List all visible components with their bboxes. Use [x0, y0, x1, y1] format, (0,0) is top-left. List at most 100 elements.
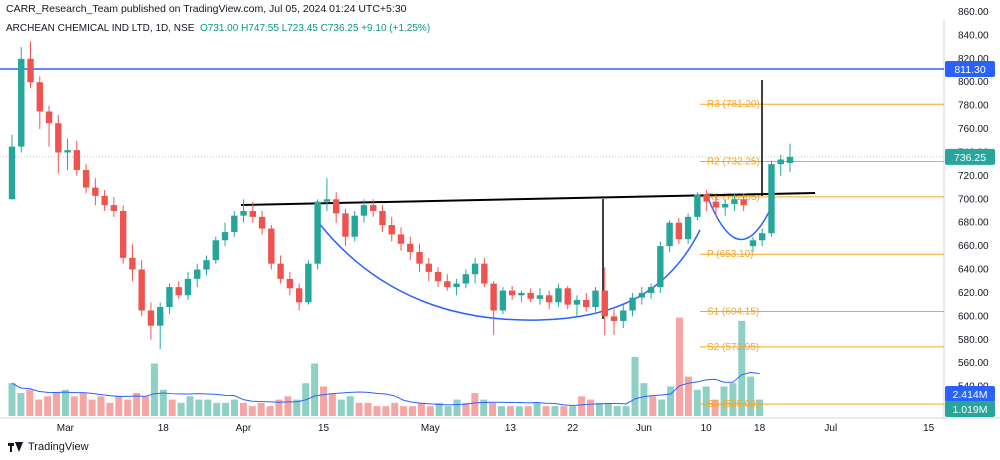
candle-body [647, 287, 655, 293]
candle-body [712, 201, 720, 208]
volume-bar [747, 376, 755, 416]
candle-body [703, 194, 710, 202]
volume-bar [115, 396, 123, 416]
price-tick-label: 760.00 [958, 124, 989, 135]
volume-bar [364, 402, 372, 416]
time-tick-label: Jul [824, 423, 837, 434]
volume-bar [257, 402, 265, 416]
volume-bar [649, 396, 657, 416]
volume-bar [177, 402, 185, 416]
candle-body [610, 316, 618, 322]
volume-bar [400, 406, 408, 416]
candle-body [277, 263, 284, 279]
candle-body [573, 299, 581, 305]
pivot-label: S1 (604.15) [707, 306, 759, 317]
volume-bars [8, 317, 764, 416]
time-tick-label: Apr [236, 423, 252, 434]
candle-body [592, 290, 599, 307]
volume-bar [667, 386, 675, 416]
time-tick-label: 15 [318, 423, 330, 434]
volume-bar [248, 406, 256, 416]
volume-average-badge-bg [945, 386, 995, 402]
resistance-price-badge-bg [945, 61, 995, 78]
volume-bar [506, 406, 514, 416]
candle-body [471, 263, 479, 275]
volume-bar [355, 402, 363, 416]
tradingview-logo[interactable]: TradingView [8, 441, 89, 453]
pivot-label: R2 (732.25) [707, 157, 760, 168]
volume-bar [604, 402, 612, 416]
last-price-badge: 736.25 [954, 152, 986, 164]
candle-body [27, 58, 34, 83]
candle-body [545, 295, 553, 303]
volume-bar [542, 406, 550, 416]
volume-bar [444, 406, 452, 416]
candle-body [73, 150, 81, 171]
volume-bar [35, 399, 43, 416]
volume-bar [337, 399, 345, 416]
volume-bar [168, 399, 176, 416]
time-tick-label: 15 [923, 423, 935, 434]
volume-bar [622, 406, 630, 416]
volume-bar [551, 406, 559, 416]
candle-body [462, 274, 470, 284]
candle-body [351, 215, 358, 237]
volume-bar [676, 317, 683, 416]
volume-bar [658, 399, 666, 416]
candle-body [194, 269, 201, 279]
volume-bar [595, 402, 603, 416]
price-tick-label: 600.00 [958, 311, 989, 322]
price-tick-label: 620.00 [958, 288, 989, 299]
candle-body [258, 216, 266, 229]
pivot-label: P (653.10) [707, 249, 754, 260]
axis-badges: 811.30 736.25 2.414M 1.019M [945, 61, 995, 417]
volume-bar [613, 406, 621, 416]
candle-body [481, 263, 488, 284]
volume-bar [720, 386, 728, 416]
volume-bar [693, 389, 701, 416]
volume-average-line [11, 371, 760, 407]
candle-body [268, 228, 275, 264]
volume-bar [435, 402, 443, 416]
price-tick-label: 840.00 [958, 30, 989, 41]
candle-body [684, 216, 692, 240]
resistance-price-badge: 811.30 [954, 64, 985, 76]
volume-bar [44, 396, 52, 416]
price-tick-label: 720.00 [958, 171, 989, 182]
candle-body [407, 243, 414, 252]
volume-value-badge-bg [945, 401, 995, 417]
volume-bar [409, 406, 416, 416]
volume-bar [17, 393, 25, 416]
candle-body [768, 164, 775, 234]
volume-bar [222, 402, 230, 416]
candle-body [759, 233, 766, 241]
volume-bar [498, 406, 505, 416]
volume-bar [328, 393, 336, 416]
candle-body [64, 150, 71, 153]
time-tick-label: Jun [636, 423, 652, 434]
volume-bar [70, 396, 78, 416]
candle-body [777, 159, 784, 165]
candle-body [92, 187, 99, 196]
volume-bar [26, 389, 34, 416]
volume-bar [61, 389, 69, 416]
candle-body [8, 146, 16, 200]
volume-bar [462, 402, 470, 416]
candle-body [786, 156, 794, 164]
volume-bar [275, 399, 283, 416]
time-axis[interactable]: Mar 18 Apr 15 May 13 22 Jun 10 18 Jul 15 [57, 423, 935, 434]
candle-body [18, 58, 25, 147]
volume-bar [631, 356, 639, 416]
price-tick-label: 640.00 [958, 265, 989, 276]
time-tick-label: 13 [505, 423, 517, 434]
volume-bar [133, 393, 141, 416]
candle-body [138, 269, 145, 311]
volume-bar [293, 399, 301, 416]
candle-body [749, 240, 757, 247]
price-tick-label: 800.00 [958, 77, 989, 88]
candle-body [527, 292, 534, 299]
volume-bar [640, 383, 648, 416]
candle-body [323, 199, 331, 202]
candle-body [184, 278, 192, 296]
